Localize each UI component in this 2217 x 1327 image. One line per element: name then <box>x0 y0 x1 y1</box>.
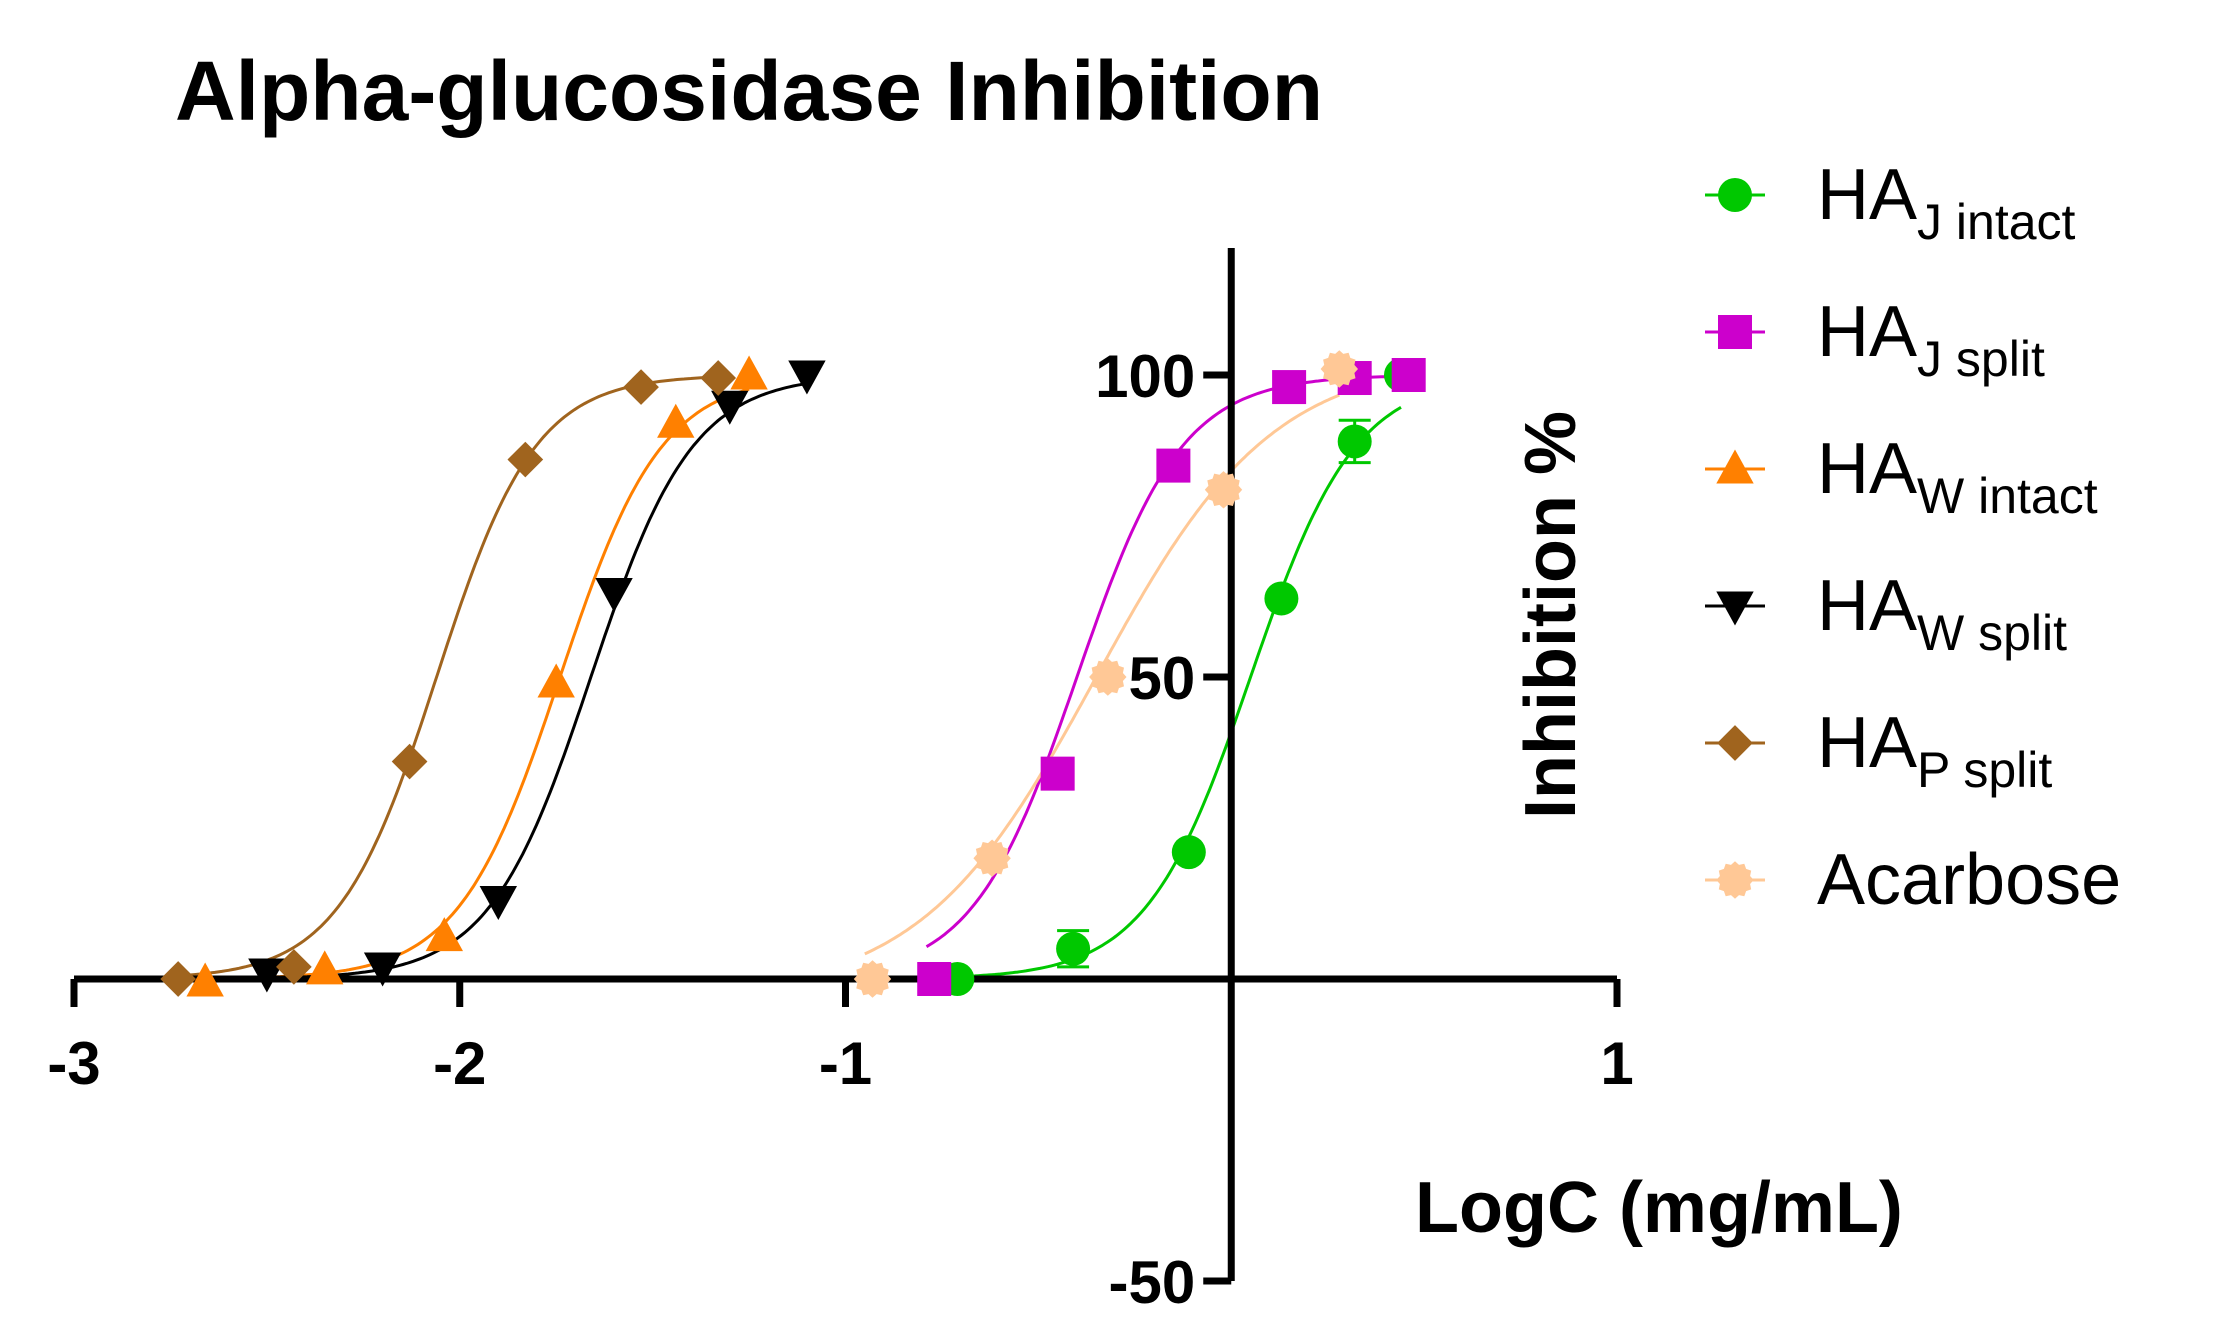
legend-item-2: HAW intact <box>1705 429 2098 524</box>
fit-curve-3 <box>259 382 808 980</box>
data-point-s3 <box>479 886 518 921</box>
legend-item-1: HAJ split <box>1705 292 2045 387</box>
data-point-s2 <box>425 917 464 952</box>
legend-label: Acarbose <box>1817 840 2121 920</box>
axes: -3 -2 -1 1 -50 50 100 <box>47 248 1634 1316</box>
data-point-s5 <box>1320 350 1358 388</box>
data-point-s3 <box>711 390 749 425</box>
x-tick-label: -3 <box>47 1030 100 1097</box>
data-point-s1 <box>1391 358 1426 392</box>
data-point-s1 <box>917 962 952 996</box>
data-point-s0 <box>1264 581 1299 616</box>
data-point-s3 <box>595 577 633 612</box>
legend-label: HAP split <box>1817 703 2052 798</box>
data-point-s1 <box>1156 448 1191 483</box>
data-point-s5 <box>853 960 892 998</box>
data-point-s2 <box>730 355 768 390</box>
fit-curve-4 <box>170 375 719 978</box>
data-point-s4 <box>507 441 544 478</box>
data-point-s4 <box>700 360 737 396</box>
data-point-s1 <box>1272 370 1307 405</box>
chart-title: Alpha-glucosidase Inhibition <box>175 44 1323 138</box>
data-point-s2 <box>537 663 575 698</box>
legend-item-3: HAW split <box>1705 566 2067 661</box>
data-point-s0 <box>1056 931 1091 966</box>
data-point-s3 <box>363 952 402 987</box>
x-tick-label: 1 <box>1600 1030 1633 1097</box>
legend-label: HAJ intact <box>1817 155 2076 250</box>
legend-item-0: HAJ intact <box>1705 155 2076 250</box>
legend-marker <box>1718 315 1752 349</box>
data-point-s3 <box>788 360 826 395</box>
y-tick-label: 100 <box>1095 343 1195 410</box>
fit-curve-2 <box>197 387 750 980</box>
legend-item-4: HAP split <box>1705 703 2052 798</box>
legend-label: HAJ split <box>1817 292 2045 387</box>
data-point-s4 <box>391 743 428 780</box>
legend-label: HAW split <box>1817 566 2067 661</box>
data-point-s1 <box>1040 756 1075 791</box>
data-point-s5 <box>1204 471 1243 509</box>
data-point-s0 <box>1337 424 1372 459</box>
legend-marker <box>1716 861 1754 899</box>
data-point-s2 <box>657 403 695 438</box>
fit-curve-0 <box>949 406 1402 979</box>
x-tick-label: -2 <box>433 1030 486 1097</box>
data-point-s4 <box>160 961 197 997</box>
data-point-s2 <box>306 950 344 985</box>
legend-marker <box>1717 725 1753 761</box>
y-axis-title: Inhibition % <box>1511 411 1591 819</box>
data-points <box>160 350 1426 998</box>
legend-marker <box>1718 178 1752 212</box>
data-point-s4 <box>276 949 312 985</box>
legend-label: HAW intact <box>1817 429 2098 524</box>
data-point-s0 <box>1171 835 1206 870</box>
x-axis-title: LogC (mg/mL) <box>1415 1168 1903 1248</box>
data-point-s5 <box>973 839 1011 877</box>
legend-item-5: Acarbose <box>1705 840 2121 920</box>
legend: HAJ intact HAJ split HAW intact HAW split HA… <box>1705 155 2121 920</box>
y-tick-label: 50 <box>1129 645 1196 712</box>
data-point-s2 <box>186 962 224 997</box>
data-point-s4 <box>623 369 659 405</box>
x-tick-label: -1 <box>819 1030 872 1097</box>
y-tick-label: -50 <box>1109 1249 1196 1316</box>
legend-marker <box>1716 449 1754 484</box>
legend-marker <box>1716 591 1754 626</box>
data-point-s5 <box>1089 658 1127 696</box>
